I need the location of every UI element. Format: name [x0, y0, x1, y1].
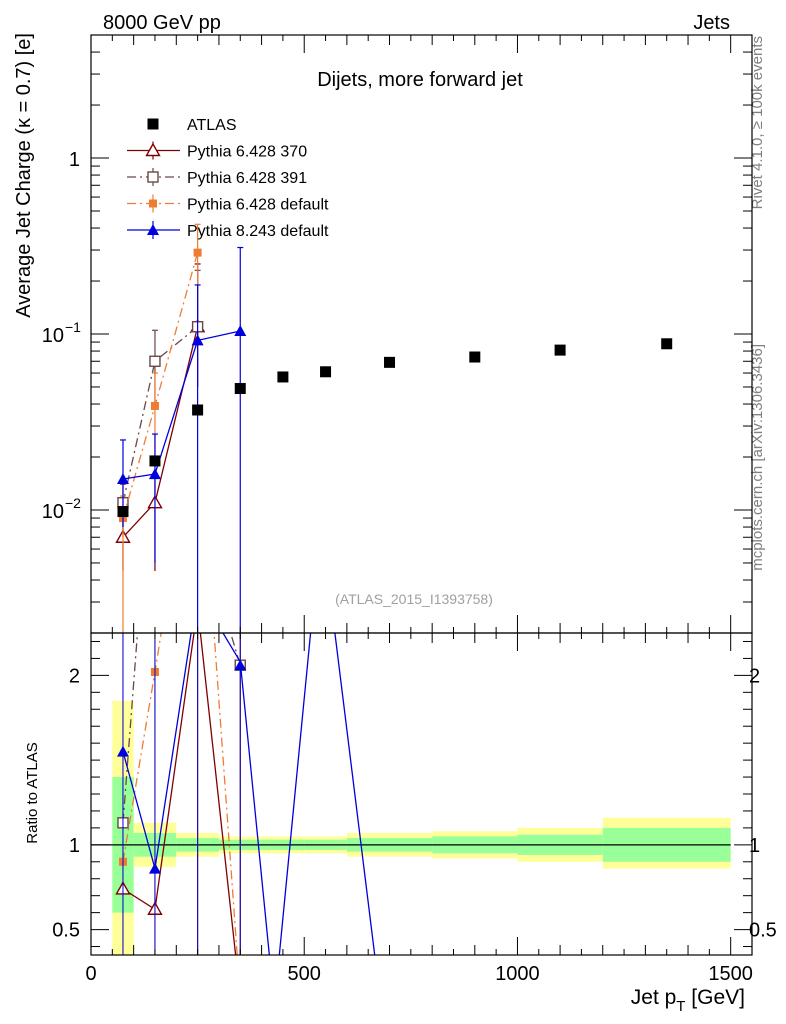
- pythia-8-243-default-point: [191, 334, 204, 346]
- atlas-point: [469, 351, 481, 363]
- y-tick-label-ratio-left: 1: [69, 835, 80, 857]
- ratio-panel-frame: [90, 632, 753, 956]
- pythia-8-243-default-ratio-point: [116, 745, 129, 757]
- x-axis-label-main: Jet p: [631, 986, 677, 1009]
- atlas-point: [320, 366, 332, 378]
- legend-label: ATLAS: [187, 117, 237, 134]
- atlas-point: [554, 344, 566, 356]
- y-tick-label-main: 10: [42, 501, 64, 523]
- y-tick-label-main: 10: [42, 325, 64, 347]
- atlas-point: [277, 371, 289, 383]
- pythia-6-428-391-line: [122, 326, 199, 503]
- atlas-point: [384, 356, 396, 368]
- ratio-panel-series: [115, 633, 376, 955]
- y-tick-label-ratio-right: 1: [749, 835, 760, 857]
- legend: ATLAS Pythia 6.428 370 Pythia 6.428 391 Pyt…: [127, 117, 329, 240]
- y-tick-exponent: −2: [65, 495, 81, 511]
- x-tick-label: 0: [85, 963, 96, 985]
- rivet-version-label: Rivet 4.1.0, ≥ 100k events: [749, 36, 766, 209]
- atlas-point: [661, 338, 673, 350]
- x-tick-label: 1000: [495, 963, 540, 985]
- legend-marker: [149, 199, 157, 208]
- y-tick-exponent: −1: [65, 319, 81, 335]
- x-axis-label-sub: T: [676, 998, 685, 1015]
- x-axis-label: Jet pT [GeV]: [631, 986, 745, 1015]
- atlas-point: [234, 383, 246, 395]
- y-tick-label-ratio-right: 0.5: [749, 920, 777, 942]
- main-panel-series: [115, 223, 247, 633]
- atlas-data-points: [117, 338, 673, 518]
- legend-marker: [147, 171, 159, 183]
- pythia-8-243-default-ratio-point: [148, 862, 161, 874]
- x-tick-label: 1500: [708, 963, 753, 985]
- y-axis-label-main: Average Jet Charge (κ = 0.7) [e]: [13, 33, 35, 318]
- header-process-label: Jets: [693, 12, 730, 34]
- pythia-6-428-default-point: [193, 248, 202, 257]
- analysis-id: (ATLAS_2015_I1393758): [335, 591, 493, 607]
- x-axis-label-unit: [GeV]: [685, 986, 745, 1009]
- legend-marker: [147, 224, 159, 235]
- atlas-point: [149, 455, 161, 467]
- legend-label: Pythia 6.428 default: [187, 197, 329, 214]
- pythia-6-428-370-ratio-line: [122, 633, 237, 955]
- pythia-6-428-default-ratio-line: [122, 633, 238, 955]
- pythia-8-243-default-point: [234, 325, 247, 337]
- chart-title: Dijets, more forward jet: [317, 69, 523, 91]
- legend-marker: [145, 142, 161, 157]
- uncertainty-bands: [112, 700, 731, 955]
- y-tick-label-ratio-left: 2: [69, 665, 80, 687]
- legend-label: Pythia 6.428 391: [187, 170, 307, 187]
- legend-marker: [147, 118, 159, 130]
- pythia-8-243-default-ratio-point: [234, 659, 247, 671]
- legend-label: Pythia 8.243 default: [187, 223, 329, 240]
- pythia-6-428-391-point: [149, 355, 161, 367]
- y-axis-label-ratio: Ratio to ATLAS: [24, 742, 41, 843]
- pythia-8-243-default-point: [148, 468, 161, 480]
- legend-label: Pythia 6.428 370: [187, 144, 307, 161]
- y-tick-label-main: 1: [69, 149, 80, 171]
- pythia-6-428-default-point: [150, 401, 159, 410]
- atlas-point: [192, 404, 204, 416]
- axis-ticks: [90, 34, 753, 955]
- x-tick-label: 500: [288, 963, 321, 985]
- header-energy-label: 8000 GeV pp: [103, 12, 221, 34]
- pythia-8-243-default-point: [116, 472, 129, 484]
- pythia-8-243-default-line: [122, 330, 241, 480]
- mcplots-label: mcplots.cern.ch [arXiv:1306.3436]: [749, 344, 766, 571]
- y-tick-label-ratio-right: 2: [749, 665, 760, 687]
- y-tick-label-ratio-left: 0.5: [52, 920, 80, 942]
- atlas-point: [117, 506, 129, 518]
